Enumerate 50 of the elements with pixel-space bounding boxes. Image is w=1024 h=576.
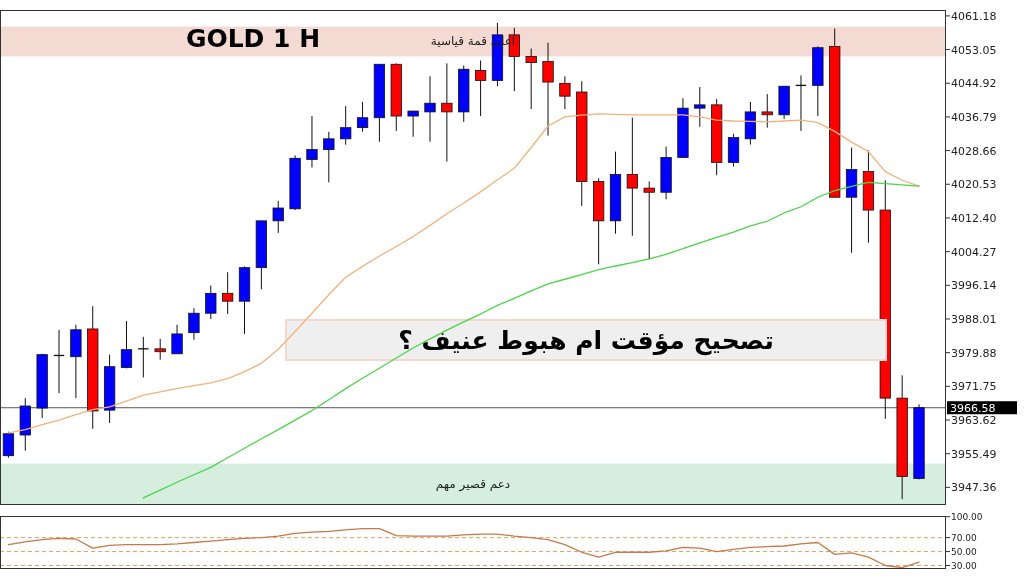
candlestick <box>761 93 773 129</box>
band-label: دعم قصير مهم <box>435 477 511 493</box>
y-tick-label: 3963.62 <box>951 414 997 427</box>
candlestick <box>154 338 166 361</box>
candlestick <box>120 320 133 369</box>
candlestick <box>356 101 369 133</box>
text: GOLD 1 H <box>185 24 321 53</box>
annotation: تصحيح مؤقت ام هبوط عنيف ؟ <box>398 326 774 356</box>
y-tick-label: 3979.88 <box>951 346 997 360</box>
candlestick <box>205 284 217 320</box>
y-tick-label: 50.00 <box>951 546 978 557</box>
candlestick <box>222 271 234 315</box>
candlestick <box>643 180 655 260</box>
candlestick <box>171 324 183 355</box>
candlestick <box>559 75 571 110</box>
line-series <box>142 181 920 499</box>
y-tick-label: 4036.79 <box>951 110 997 124</box>
y-tick-label: 3955.49 <box>951 447 997 461</box>
candlestick <box>407 110 419 138</box>
candlestick <box>525 48 537 110</box>
band-label: اعلى قمة قياسية <box>430 34 516 49</box>
y-tick-label: 4004.27 <box>951 245 997 259</box>
candlestick <box>2 431 15 459</box>
candlestick <box>474 60 487 117</box>
line-series <box>7 113 920 434</box>
y-tick-label: 4044.92 <box>951 77 997 91</box>
candlestick <box>694 86 706 128</box>
y-tick-label: 3988.01 <box>951 312 997 326</box>
y-tick-label: 3996.14 <box>951 279 997 293</box>
candlestick <box>340 105 352 146</box>
candlestick <box>323 131 335 183</box>
y-tick-label: 4061.18 <box>951 9 997 23</box>
candlestick <box>542 42 554 137</box>
candlestick <box>306 115 318 168</box>
y-tick-label: 70.00 <box>951 532 978 543</box>
ref-line-label: 3966.58 <box>950 401 996 415</box>
y-tick-label: 100.00 <box>951 512 983 522</box>
candlestick <box>424 75 436 143</box>
y-tick-label: 3971.75 <box>951 380 997 394</box>
y-tick-label: 4020.53 <box>951 178 997 192</box>
candlestick <box>626 117 638 237</box>
candlestick <box>441 62 453 163</box>
candlestick <box>272 200 284 234</box>
y-tick-label: 3947.36 <box>951 481 997 495</box>
y-tick-label: 4028.66 <box>951 144 997 158</box>
y-tick-label: 4053.05 <box>951 43 997 57</box>
candlestick <box>188 307 200 341</box>
y-tick-label: 4012.40 <box>951 211 997 225</box>
y-tick-label: 30.00 <box>951 560 978 571</box>
line-series <box>7 527 920 569</box>
